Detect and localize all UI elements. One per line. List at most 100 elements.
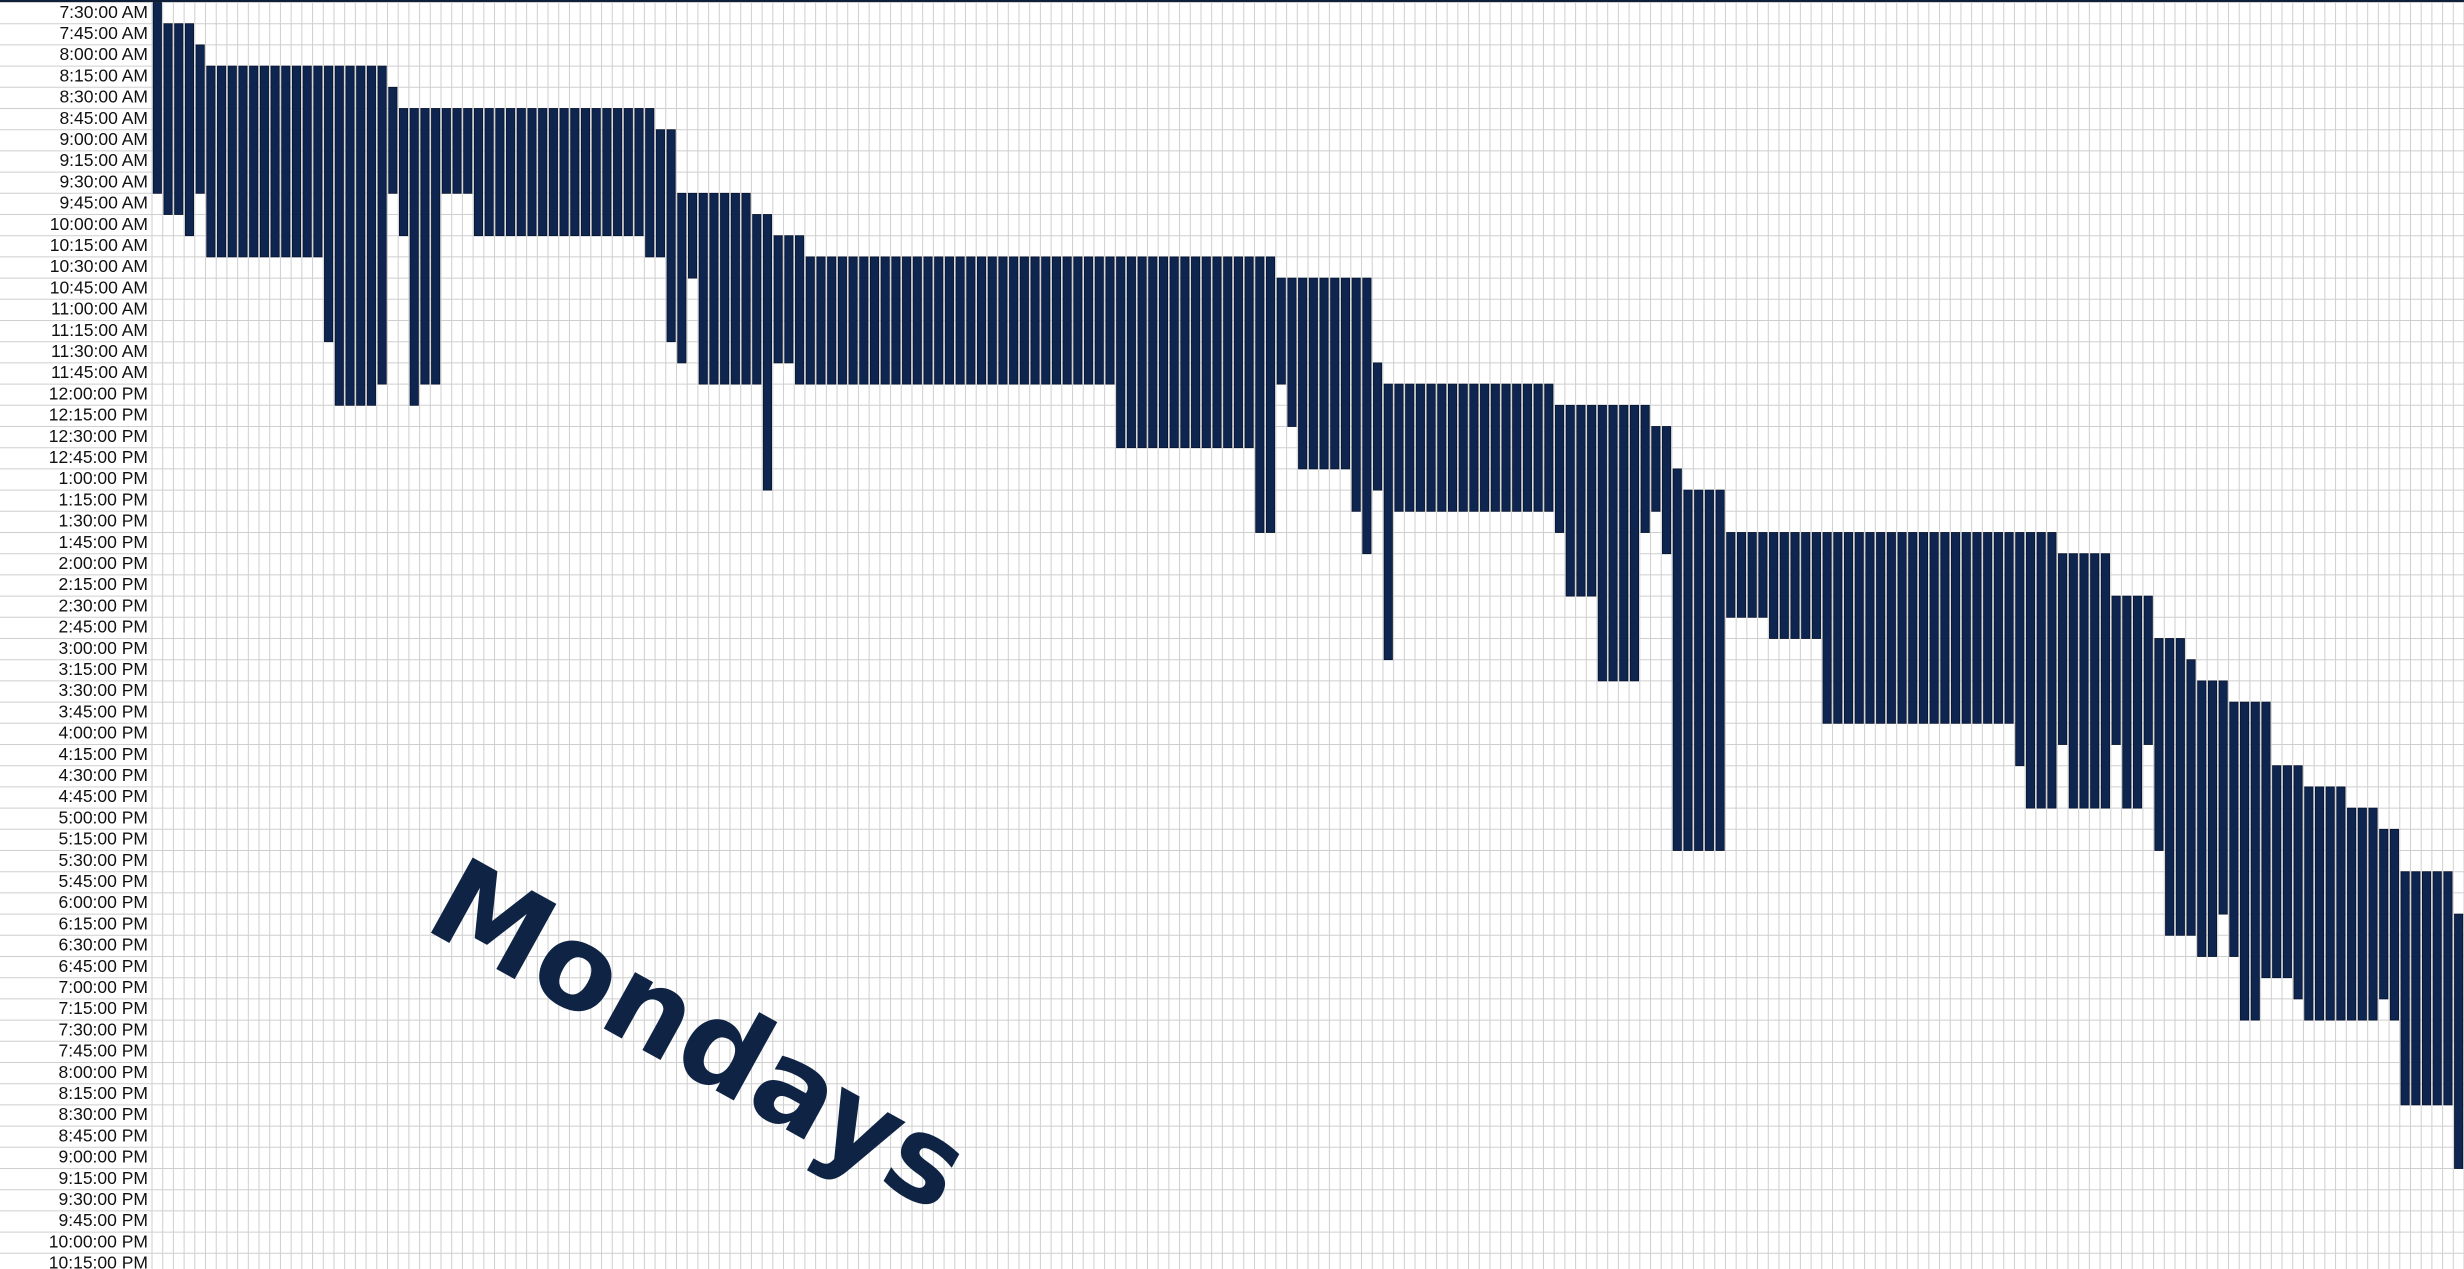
schedule-bar [1265,256,1276,533]
schedule-bar [762,214,773,491]
schedule-bar [784,235,794,364]
schedule-bar [1030,256,1040,385]
schedule-bar [1062,256,1072,385]
schedule-bar [720,192,730,385]
schedule-bar [2154,638,2164,851]
schedule-bar [1362,277,1372,555]
schedule-bar [1736,532,1747,618]
schedule-bar [206,65,216,258]
schedule-bar [580,108,591,237]
schedule-bar [2389,828,2399,1021]
schedule-bar [1597,404,1607,682]
time-label: 9:45:00 AM [59,193,148,213]
schedule-bar [1415,383,1425,512]
schedule-bar [1437,383,1447,512]
schedule-bar [1726,532,1736,618]
time-label: 6:00:00 PM [59,892,149,912]
schedule-bar [698,192,708,385]
schedule-bar [2058,553,2068,745]
schedule-bar [1458,383,1468,512]
schedule-bar [2047,532,2057,809]
time-label: 4:00:00 PM [59,723,149,743]
schedule-bar [2282,765,2292,979]
time-label: 8:15:00 AM [59,65,148,85]
schedule-bar [795,235,805,385]
schedule-bar [709,192,719,385]
top-border [0,0,2464,3]
schedule-bar [1801,532,1811,639]
schedule-bar [1212,256,1222,449]
schedule-bar [687,192,698,279]
schedule-bar [1180,256,1190,449]
schedule-bar [848,256,858,385]
schedule-bar [1094,256,1104,385]
schedule-bar [613,108,623,237]
schedule-bar [1651,426,1661,512]
schedule-bar [2207,680,2218,957]
schedule-bar [655,129,665,258]
schedule-bar [270,65,280,258]
time-label: 1:00:00 PM [59,468,149,488]
schedule-bar [495,108,505,237]
schedule-bar [431,108,441,385]
schedule-bar [2347,807,2357,1021]
schedule-bar [1758,532,1768,618]
schedule-bar [602,108,612,237]
schedule-bar [1565,404,1575,597]
schedule-bar [2004,532,2014,724]
schedule-bar [2143,595,2153,745]
schedule-bar [1223,256,1233,449]
schedule-bar [1640,404,1650,533]
schedule-bar [1983,532,1993,724]
schedule-bar [1373,362,1383,491]
schedule-bar [1041,256,1051,385]
time-label: 6:45:00 PM [59,956,149,976]
schedule-bar [420,108,430,385]
time-label: 12:30:00 PM [49,426,148,446]
time-label: 8:00:00 PM [59,1062,149,1082]
time-label: 10:30:00 AM [50,256,148,276]
schedule-bar [334,65,344,406]
schedule-bar [944,256,954,385]
schedule-bar [1619,404,1629,682]
time-label: 8:45:00 AM [59,108,148,128]
time-label: 12:15:00 PM [49,405,148,425]
schedule-bar [1672,468,1682,851]
schedule-bar [2079,553,2089,809]
schedule-bar [1351,277,1361,512]
schedule-bar [1608,404,1618,682]
schedule-bar [1512,383,1522,512]
schedule-bar [345,65,355,406]
schedule-bar [677,192,687,364]
schedule-bar [1811,532,1821,639]
time-label: 9:15:00 PM [59,1168,149,1188]
schedule-bar [1255,256,1265,533]
schedule-bar [2165,638,2175,936]
schedule-bar [1544,383,1554,512]
schedule-bar [1918,532,1929,724]
time-label: 8:15:00 PM [59,1083,149,1103]
schedule-bar [1319,277,1329,470]
schedule-bar [174,23,184,215]
schedule-bar [1308,277,1318,470]
schedule-bar [591,108,601,237]
schedule-bar [2175,638,2185,936]
time-label: 12:00:00 PM [49,383,148,403]
schedule-bar [1480,383,1490,512]
schedule-bar [452,108,462,194]
schedule-bar [923,256,933,385]
schedule-bar [1298,277,1308,470]
schedule-bar [634,108,644,237]
time-label: 11:00:00 AM [51,299,148,319]
schedule-bar [837,256,847,385]
schedule-bar [570,108,580,237]
schedule-bar [1009,256,1019,385]
time-label: 10:15:00 PM [49,1253,148,1269]
schedule-bar [473,108,484,237]
schedule-bar [2132,595,2143,809]
schedule-bar [388,86,398,194]
schedule-bar [1405,383,1415,512]
schedule-bar [1201,256,1211,449]
schedule-bar [1126,256,1136,449]
time-label: 4:15:00 PM [59,744,149,764]
